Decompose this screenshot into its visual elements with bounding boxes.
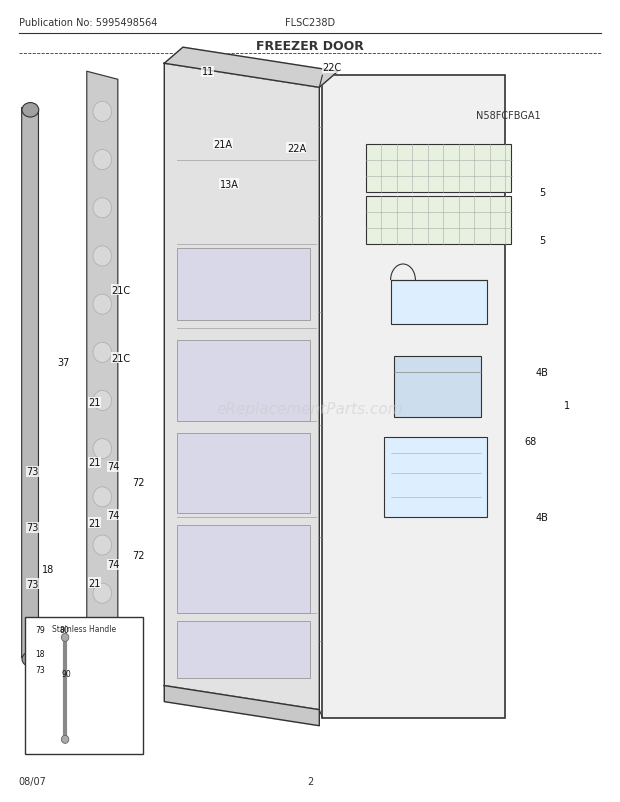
- Text: 21: 21: [88, 518, 100, 528]
- Text: 22A: 22A: [287, 144, 306, 153]
- Ellipse shape: [93, 294, 112, 315]
- Text: FREEZER DOOR: FREEZER DOOR: [256, 40, 364, 53]
- Text: Stainless Handle: Stainless Handle: [51, 624, 116, 633]
- Bar: [25, 618, 143, 754]
- Ellipse shape: [93, 198, 112, 218]
- Text: 21: 21: [88, 458, 100, 468]
- Text: 4B: 4B: [536, 512, 549, 522]
- Ellipse shape: [93, 584, 112, 603]
- Text: 73: 73: [27, 467, 39, 476]
- Ellipse shape: [22, 652, 38, 666]
- Ellipse shape: [93, 247, 112, 267]
- Ellipse shape: [93, 632, 112, 651]
- Text: 68: 68: [524, 436, 536, 446]
- Ellipse shape: [93, 103, 112, 123]
- Text: 21: 21: [88, 578, 100, 588]
- Bar: [366, 144, 511, 192]
- Bar: [391, 281, 487, 325]
- Ellipse shape: [93, 536, 112, 555]
- Text: 73: 73: [27, 579, 39, 589]
- Ellipse shape: [61, 735, 69, 743]
- Ellipse shape: [93, 439, 112, 459]
- Ellipse shape: [93, 150, 112, 170]
- Text: 21C: 21C: [112, 354, 130, 363]
- Bar: [366, 196, 511, 245]
- Text: 4B: 4B: [536, 368, 549, 378]
- Text: 72: 72: [132, 550, 144, 560]
- Ellipse shape: [93, 487, 112, 508]
- Text: 18: 18: [42, 565, 54, 574]
- Text: 74: 74: [107, 462, 120, 472]
- Bar: [177, 525, 310, 614]
- Text: 73: 73: [35, 665, 45, 674]
- Text: N58FCFBGA1: N58FCFBGA1: [476, 111, 541, 121]
- Bar: [322, 76, 505, 718]
- Text: 80: 80: [59, 625, 69, 634]
- Text: 18: 18: [35, 649, 45, 658]
- Text: eReplacementParts.com: eReplacementParts.com: [216, 402, 404, 416]
- Polygon shape: [164, 48, 338, 88]
- Text: 79: 79: [35, 625, 45, 634]
- Polygon shape: [164, 64, 319, 710]
- Text: 21A: 21A: [214, 140, 232, 149]
- Polygon shape: [164, 686, 319, 726]
- Text: Publication No: 5995498564: Publication No: 5995498564: [19, 18, 157, 28]
- Bar: [177, 622, 310, 678]
- Polygon shape: [22, 108, 38, 662]
- Text: 5: 5: [539, 188, 546, 197]
- Text: 21C: 21C: [112, 286, 130, 295]
- Text: 11: 11: [202, 67, 214, 77]
- Text: 13A: 13A: [220, 180, 239, 189]
- Polygon shape: [87, 72, 118, 686]
- Text: 22C: 22C: [322, 63, 342, 73]
- Ellipse shape: [22, 103, 38, 118]
- Text: 21: 21: [88, 398, 100, 407]
- Text: 74: 74: [107, 560, 120, 569]
- Bar: [384, 437, 487, 517]
- Text: 72: 72: [132, 478, 144, 488]
- Text: 73: 73: [27, 523, 39, 533]
- Text: 1: 1: [564, 400, 570, 410]
- Text: FLSC238D: FLSC238D: [285, 18, 335, 28]
- Bar: [177, 249, 310, 321]
- Ellipse shape: [61, 634, 69, 642]
- Text: 90: 90: [61, 669, 71, 678]
- Text: 5: 5: [539, 236, 546, 245]
- Bar: [394, 357, 480, 417]
- Ellipse shape: [93, 391, 112, 411]
- Text: 74: 74: [107, 510, 120, 520]
- Text: 08/07: 08/07: [19, 776, 46, 786]
- Bar: [177, 433, 310, 513]
- Text: 37: 37: [57, 358, 69, 367]
- Ellipse shape: [93, 342, 112, 363]
- Text: 2: 2: [307, 776, 313, 786]
- Bar: [177, 341, 310, 421]
